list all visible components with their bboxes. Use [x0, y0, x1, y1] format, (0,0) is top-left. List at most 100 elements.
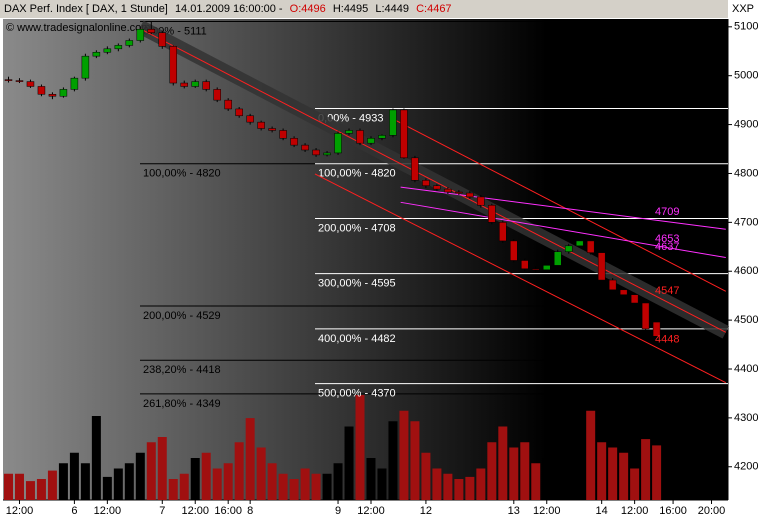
y-tick-label: 4300 [734, 412, 758, 424]
header-open: O:4496 [290, 3, 326, 15]
price-label: 4709 [655, 206, 679, 218]
volume-bar [278, 473, 288, 500]
candle-body [180, 82, 188, 87]
candle-body [641, 302, 650, 330]
header-low: L:4449 [375, 3, 409, 15]
volume-bar [311, 473, 321, 500]
candle-body [213, 89, 221, 101]
volume-bar [608, 447, 618, 500]
volume-bar [157, 437, 167, 500]
y-tick-label: 5000 [734, 70, 758, 82]
volume-bar [69, 452, 79, 500]
volume-bar [410, 421, 420, 500]
candle-body [510, 240, 518, 261]
candle-body [532, 268, 540, 271]
candle-body [15, 80, 24, 82]
x-tick-label: 12:00 [181, 505, 209, 517]
candle-body [4, 79, 13, 81]
candle-body [553, 251, 562, 266]
x-tick-label: 12 [420, 505, 432, 517]
candle-body [136, 29, 145, 41]
candle-body [521, 260, 529, 270]
volume-bar [531, 463, 541, 500]
x-tick-label: 7 [159, 505, 165, 517]
x-tick-label: 12:00 [6, 505, 34, 517]
trendline [400, 186, 726, 230]
candle-body [356, 130, 364, 144]
header: DAX Perf. Index [ DAX, 1 Stunde] 14.01.2… [4, 3, 452, 15]
volume-bar [146, 442, 156, 500]
candle-body [114, 45, 123, 50]
volume-bar [300, 468, 310, 500]
price-label: 4448 [655, 333, 679, 345]
volume-bar [256, 447, 266, 500]
header-title: DAX Perf. Index [ DAX, 1 Stunde] [4, 3, 168, 15]
candle-body [411, 157, 419, 181]
volume-bar [113, 468, 123, 500]
y-tick-label: 4600 [734, 265, 758, 277]
price-label: 4637 [655, 241, 679, 253]
y-tick-label: 4800 [734, 167, 758, 179]
candle-body [652, 321, 661, 337]
candle-body [630, 294, 639, 304]
volume-bar [91, 416, 101, 500]
candle-body [543, 265, 551, 271]
fib-label: 200,00% - 4529 [143, 310, 221, 322]
candle-body [378, 135, 386, 139]
volume-bar [465, 476, 475, 500]
volume-bar [619, 452, 629, 500]
volume-bar [520, 442, 530, 500]
candle-body [279, 130, 287, 139]
volume-bar [58, 463, 68, 500]
volume-bar [190, 458, 200, 500]
candle-body [334, 133, 342, 154]
volume-bar [487, 442, 497, 500]
candle-body [59, 89, 68, 97]
fib-label: 400,00% - 4482 [318, 333, 396, 345]
candle-body [202, 81, 210, 90]
candle-body [48, 94, 57, 97]
volume-bar [509, 447, 519, 500]
candle-body [169, 46, 178, 84]
candle-body [158, 32, 167, 47]
volume-bar [432, 468, 442, 500]
candle-body [312, 149, 320, 156]
price-label: 4547 [655, 285, 679, 297]
volume-bar [267, 463, 277, 500]
volume-bar [366, 458, 376, 500]
volume-bar [289, 479, 299, 500]
candle-body [444, 188, 452, 193]
candle-body [37, 86, 46, 95]
header-bar [0, 0, 728, 18]
candle-body [389, 109, 397, 136]
volume-bar [47, 470, 57, 500]
volume-bar [223, 463, 233, 500]
candle-body [246, 115, 254, 123]
volume-bar [135, 452, 145, 500]
volume-bar [102, 476, 112, 500]
header-close: C:4467 [416, 3, 451, 15]
candle-body [92, 51, 101, 57]
y-tick-label: 4500 [734, 314, 758, 326]
candle-body [323, 152, 331, 156]
candle-body [224, 99, 232, 110]
volume-bar [36, 479, 46, 500]
volume-bar [641, 439, 651, 500]
x-tick-label: 6 [71, 505, 77, 517]
trendline [389, 116, 727, 292]
header-time: 14.01.2009 16:00:00 - [175, 3, 283, 15]
volume-bar [201, 452, 211, 500]
candle-body [466, 192, 474, 198]
trendline [140, 28, 727, 333]
plot-area [3, 19, 728, 500]
candle-body [455, 191, 463, 194]
volume-bar [553, 442, 563, 500]
candle-body [301, 144, 309, 151]
x-tick-label: 12:00 [621, 505, 649, 517]
candle-body [125, 40, 134, 46]
fib-label: 238,20% - 4418 [143, 364, 221, 376]
x-tick-label: 16:00 [214, 505, 242, 517]
volume-bar [597, 442, 607, 500]
candle-body [586, 240, 595, 253]
candle-body [488, 204, 496, 223]
